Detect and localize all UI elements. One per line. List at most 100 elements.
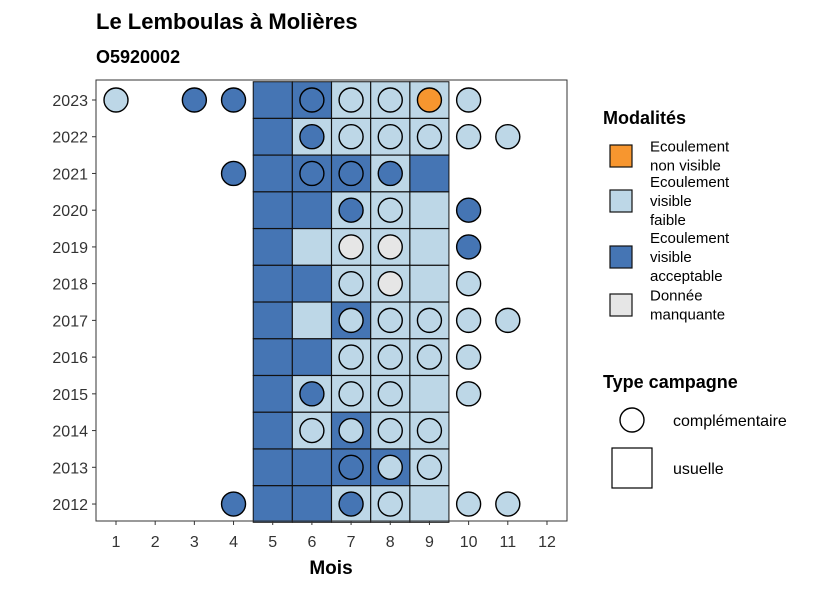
point-complementaire-2019-7 xyxy=(338,234,364,260)
cell-usuelle-2019-5 xyxy=(252,228,293,266)
y-axis: 2023 2022 2021 2020 2019 2018 2017 2016 2015 2014… xyxy=(52,93,96,514)
x-tick-label-5: 5 xyxy=(268,534,277,551)
cell-usuelle-2019-9 xyxy=(409,228,450,266)
cell-usuelle-2012-6 xyxy=(291,485,332,523)
cell-usuelle-2016-6 xyxy=(291,338,332,376)
legend-type-title: Type campagne xyxy=(603,372,738,392)
point-complementaire-2022-9 xyxy=(416,124,443,150)
cell-usuelle-2020-5 xyxy=(252,191,293,229)
x-tick-label-12: 12 xyxy=(538,534,556,551)
point-complementaire-2013-7 xyxy=(338,454,364,480)
point-complementaire-2018-8 xyxy=(377,270,403,297)
point-complementaire-2016-9 xyxy=(416,344,443,370)
point-complementaire-2017-7 xyxy=(338,307,364,334)
cell-usuelle-2018-9 xyxy=(409,264,450,303)
point-complementaire-2015-6 xyxy=(299,381,325,407)
x-axis-title: Mois xyxy=(309,558,352,579)
point-complementaire-2021-7 xyxy=(338,160,364,187)
point-complementaire-2023-8 xyxy=(377,87,403,113)
legend-modalites-label-2-0: Ecoulement xyxy=(650,230,730,247)
cell-usuelle-2023-5 xyxy=(252,81,293,119)
y-tick-label-2014: 2014 xyxy=(52,424,88,441)
grid-layer xyxy=(103,81,521,523)
legend-modalites-label-2-2: acceptable xyxy=(650,268,723,285)
point-complementaire-2023-1 xyxy=(103,87,129,113)
x-tick-label-11: 11 xyxy=(499,534,516,551)
y-tick-label-2021: 2021 xyxy=(52,166,88,183)
cell-usuelle-2013-5 xyxy=(252,448,293,487)
point-complementaire-2013-9 xyxy=(416,454,443,480)
y-tick-label-2012: 2012 xyxy=(52,497,88,514)
point-complementaire-2020-7 xyxy=(338,197,364,223)
point-complementaire-2012-11 xyxy=(495,491,521,517)
legend-modalites-label-3-1: manquante xyxy=(650,307,725,324)
point-complementaire-2019-10 xyxy=(455,234,482,260)
y-tick-label-2022: 2022 xyxy=(52,130,88,147)
point-complementaire-2020-10 xyxy=(455,197,482,223)
cell-usuelle-2021-9 xyxy=(409,154,450,193)
point-complementaire-2023-7 xyxy=(338,87,364,113)
legend-modalites-key-2 xyxy=(609,245,633,269)
point-complementaire-2022-10 xyxy=(455,124,482,150)
point-complementaire-2017-9 xyxy=(416,307,443,334)
point-complementaire-2021-4 xyxy=(220,160,247,187)
point-complementaire-2015-7 xyxy=(338,381,364,407)
point-complementaire-2022-11 xyxy=(495,124,521,150)
y-tick-label-2015: 2015 xyxy=(52,387,88,404)
y-tick-label-2019: 2019 xyxy=(52,240,88,257)
point-complementaire-2023-4 xyxy=(220,87,247,113)
cell-usuelle-2020-9 xyxy=(409,191,450,229)
cell-usuelle-2018-6 xyxy=(291,264,332,303)
cell-usuelle-2016-5 xyxy=(252,338,293,376)
point-complementaire-2017-10 xyxy=(455,307,482,334)
x-tick-label-7: 7 xyxy=(347,534,356,551)
x-tick-label-10: 10 xyxy=(460,534,478,551)
legend-modalites-title: Modalités xyxy=(603,108,686,128)
point-complementaire-2012-10 xyxy=(455,491,482,517)
point-complementaire-2016-7 xyxy=(338,344,364,370)
point-complementaire-2014-9 xyxy=(416,417,443,444)
chart-title: Le Lemboulas à Molières xyxy=(96,9,358,34)
point-complementaire-2012-8 xyxy=(377,491,403,517)
cell-usuelle-2013-6 xyxy=(291,448,332,487)
legend-type-label-complementaire: complémentaire xyxy=(673,413,787,430)
point-complementaire-2023-9 xyxy=(416,87,443,113)
point-complementaire-2022-6 xyxy=(299,124,325,150)
legend-modalites-label-2-1: visible xyxy=(650,249,692,266)
cell-usuelle-2014-5 xyxy=(252,411,293,450)
point-complementaire-2019-8 xyxy=(377,234,403,260)
x-tick-label-6: 6 xyxy=(307,534,316,551)
legend: Modalités Ecoulement non visible Ecoulement… xyxy=(603,108,787,489)
point-complementaire-2013-8 xyxy=(377,454,403,480)
point-complementaire-2016-10 xyxy=(455,344,482,370)
point-complementaire-2018-7 xyxy=(338,270,364,297)
x-tick-label-9: 9 xyxy=(425,534,434,551)
point-complementaire-2022-8 xyxy=(377,124,403,150)
legend-type-key-complementaire xyxy=(619,407,645,433)
cell-usuelle-2020-6 xyxy=(291,191,332,229)
cell-usuelle-2017-6 xyxy=(291,301,332,340)
chart-subtitle: O5920002 xyxy=(96,47,180,67)
legend-modalites-label-0-1: non visible xyxy=(650,158,721,175)
y-tick-label-2020: 2020 xyxy=(52,203,88,220)
legend-modalites-label-1-2: faible xyxy=(650,212,686,229)
cell-usuelle-2018-5 xyxy=(252,264,293,303)
cell-usuelle-2012-5 xyxy=(252,485,293,523)
x-tick-label-8: 8 xyxy=(386,534,395,551)
point-complementaire-2017-8 xyxy=(377,307,403,334)
legend-modalites-label-3-0: Donnée xyxy=(650,288,703,305)
legend-type-key-usuelle xyxy=(611,447,653,489)
cell-usuelle-2012-9 xyxy=(409,485,450,523)
point-complementaire-2015-10 xyxy=(455,381,482,407)
x-tick-label-2: 2 xyxy=(151,534,160,551)
cell-usuelle-2015-9 xyxy=(409,375,450,413)
cell-usuelle-2021-5 xyxy=(252,154,293,193)
legend-modalites-label-0-0: Ecoulement xyxy=(650,139,730,156)
point-complementaire-2023-3 xyxy=(181,87,208,113)
cell-usuelle-2019-6 xyxy=(291,228,332,266)
point-complementaire-2021-8 xyxy=(377,160,403,187)
point-complementaire-2017-11 xyxy=(495,307,521,334)
point-complementaire-2023-10 xyxy=(455,87,482,113)
point-complementaire-2016-8 xyxy=(377,344,403,370)
